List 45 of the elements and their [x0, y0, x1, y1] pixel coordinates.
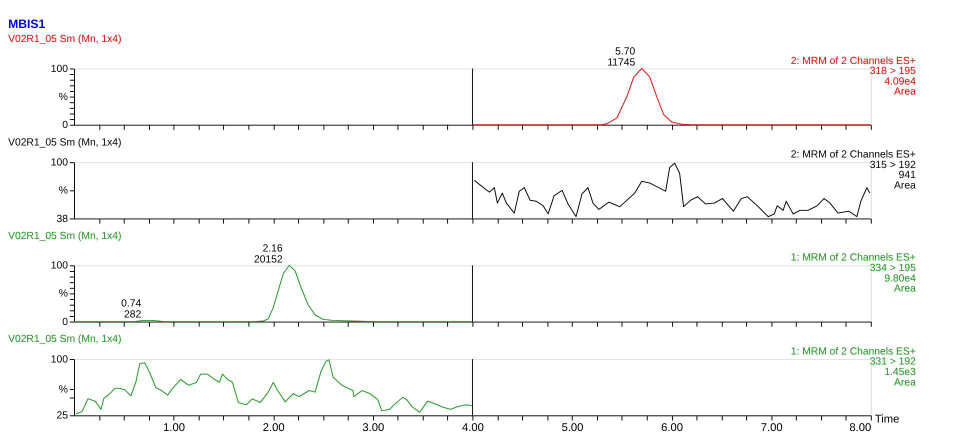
x-axis-title: Time	[874, 413, 900, 426]
text: 2: MRM of 2 Channels ES+	[790, 56, 916, 67]
chart-subtitle: V02R1_05 Sm (Mn, 1x4)	[8, 231, 122, 242]
y-tick-label: %	[58, 186, 68, 197]
y-tick-label: %	[58, 384, 68, 396]
y-tick-label: 0	[62, 120, 68, 132]
text: Area	[894, 86, 916, 98]
annotation: 2.16 20152	[254, 243, 283, 266]
text: 2: MRM of 2 Channels ES+	[790, 150, 916, 161]
x-tick-label: 5.00	[562, 422, 584, 433]
annotation: 318 > 195	[870, 66, 916, 78]
x-tick-label: 6.00	[661, 422, 684, 433]
y-tick-label: 38	[56, 214, 68, 225]
text: 4.09e4	[884, 76, 916, 88]
x-tick-label: 2.00	[262, 422, 285, 433]
annotation: 315 > 192	[870, 160, 916, 171]
text: Area	[894, 180, 916, 192]
chart-title: MBIS1	[8, 17, 46, 32]
text: Area	[894, 284, 916, 295]
annotation: 334 > 195	[870, 262, 916, 274]
x-tick-label: 8.00	[849, 422, 872, 433]
y-tick-label: 100	[50, 354, 68, 366]
y-tick-label: 25	[56, 410, 68, 422]
chart-subtitle: V02R1_05 Sm (Mn, 1x4)	[8, 334, 122, 346]
annotation: 0.74 282	[121, 298, 142, 321]
y-tick-label: 0	[62, 316, 68, 328]
y-tick-label: 100	[50, 64, 68, 75]
y-tick-label: 100	[50, 260, 68, 272]
text: 1: MRM of 2 Channels ES+	[790, 252, 916, 264]
x-tick-label: 3.00	[362, 422, 384, 433]
y-tick-label: %	[58, 92, 68, 103]
x-tick-label: 4.00	[462, 422, 484, 433]
text: 9.80e4	[884, 273, 916, 284]
text: Area	[894, 377, 916, 388]
annotation: 331 > 192	[870, 356, 916, 368]
x-tick-label: 1.00	[163, 422, 186, 433]
chart-subtitle: V02R1_05 Sm (Mn, 1x4)	[8, 137, 122, 148]
y-tick-label: 100	[50, 158, 68, 169]
x-tick-label: 7.00	[760, 422, 783, 433]
text: 1: MRM of 2 Channels ES+	[790, 346, 916, 358]
text: 1.45e3	[884, 367, 916, 378]
y-tick-label: %	[58, 288, 68, 300]
chart-subtitle: V02R1_05 Sm (Mn, 1x4)	[8, 34, 122, 46]
text: 941	[898, 170, 916, 182]
annotation: 5.70 11745	[607, 46, 636, 69]
